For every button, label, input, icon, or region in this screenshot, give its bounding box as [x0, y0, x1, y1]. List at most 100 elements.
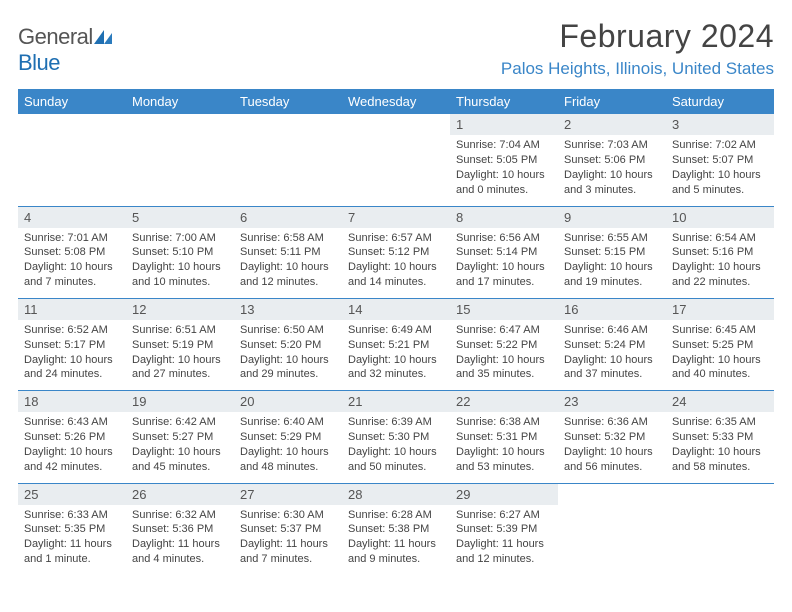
calendar-cell: 13Sunrise: 6:50 AMSunset: 5:20 PMDayligh…: [234, 298, 342, 390]
calendar-cell: 2 Sunrise: 7:03 AMSunset: 5:06 PMDaylight…: [558, 114, 666, 206]
day-details: Sunrise: 6:36 AMSunset: 5:32 PMDaylight:…: [564, 415, 660, 474]
day-number: 3: [666, 114, 774, 135]
brand-part2: Blue: [18, 50, 60, 75]
day-number: 1: [450, 114, 558, 135]
calendar-row: 4Sunrise: 7:01 AMSunset: 5:08 PMDaylight…: [18, 206, 774, 298]
calendar-cell: 28 Sunrise: 6:28 AMSunset: 5:38 PMDayligh…: [342, 483, 450, 575]
day-details: Sunrise: 6:54 AMSunset: 5:16 PMDaylight:…: [672, 231, 768, 290]
calendar-cell: 27 Sunrise: 6:30 AMSunset: 5:37 PMDayligh…: [234, 483, 342, 575]
day-details: Sunrise: 6:35 AMSunset: 5:33 PMDaylight:…: [672, 415, 768, 474]
day-number: 14: [342, 299, 450, 320]
calendar-cell: 4Sunrise: 7:01 AMSunset: 5:08 PMDaylight…: [18, 206, 126, 298]
day-number: 17: [666, 299, 774, 320]
day-number: 18: [18, 391, 126, 412]
calendar-cell-empty: [666, 483, 774, 575]
day-details: Sunrise: 6:46 AMSunset: 5:24 PMDaylight:…: [564, 323, 660, 382]
calendar-cell: 6 Sunrise: 6:58 AMSunset: 5:11 PMDaylight…: [234, 206, 342, 298]
calendar-cell: 15 Sunrise: 6:47 AMSunset: 5:22 PMDayligh…: [450, 298, 558, 390]
calendar-cell: 14 Sunrise: 6:49 AMSunset: 5:21 PMDayligh…: [342, 298, 450, 390]
day-number: 27: [234, 484, 342, 505]
day-number: 13: [234, 299, 342, 320]
day-number: 21: [342, 391, 450, 412]
day-number: 6: [234, 207, 342, 228]
calendar-cell: 16Sunrise: 6:46 AMSunset: 5:24 PMDayligh…: [558, 298, 666, 390]
calendar-cell-empty: [558, 483, 666, 575]
day-details: Sunrise: 6:38 AMSunset: 5:31 PMDaylight:…: [456, 415, 552, 474]
day-number: 24: [666, 391, 774, 412]
title-block: February 2024 Palos Heights, Illinois, U…: [501, 18, 774, 79]
calendar-cell: 24 Sunrise: 6:35 AMSunset: 5:33 PMDayligh…: [666, 391, 774, 483]
brand-part1: General: [18, 24, 93, 49]
day-details: Sunrise: 6:43 AMSunset: 5:26 PMDaylight:…: [24, 415, 120, 474]
calendar-cell: 3 Sunrise: 7:02 AMSunset: 5:07 PMDaylight…: [666, 114, 774, 206]
day-number: 25: [18, 484, 126, 505]
calendar-cell: 9 Sunrise: 6:55 AMSunset: 5:15 PMDaylight…: [558, 206, 666, 298]
calendar-row: 1Sunrise: 7:04 AMSunset: 5:05 PMDaylight…: [18, 114, 774, 206]
logo-icon: [94, 24, 112, 50]
calendar-cell: 25 Sunrise: 6:33 AMSunset: 5:35 PMDayligh…: [18, 483, 126, 575]
day-number: 5: [126, 207, 234, 228]
day-number: 12: [126, 299, 234, 320]
calendar-head: SundayMondayTuesdayWednesdayThursdayFrid…: [18, 89, 774, 114]
day-number: 7: [342, 207, 450, 228]
calendar-row: 11Sunrise: 6:52 AMSunset: 5:17 PMDayligh…: [18, 298, 774, 390]
calendar-cell: 26 Sunrise: 6:32 AMSunset: 5:36 PMDayligh…: [126, 483, 234, 575]
calendar-cell: 22 Sunrise: 6:38 AMSunset: 5:31 PMDayligh…: [450, 391, 558, 483]
calendar-cell: 7 Sunrise: 6:57 AMSunset: 5:12 PMDaylight…: [342, 206, 450, 298]
day-details: Sunrise: 6:39 AMSunset: 5:30 PMDaylight:…: [348, 415, 444, 474]
header: GeneralBlue February 2024 Palos Heights,…: [18, 18, 774, 79]
day-number: 9: [558, 207, 666, 228]
day-details: Sunrise: 6:56 AMSunset: 5:14 PMDaylight:…: [456, 231, 552, 290]
brand-text: GeneralBlue: [18, 24, 112, 76]
day-details: Sunrise: 6:45 AMSunset: 5:25 PMDaylight:…: [672, 323, 768, 382]
calendar-cell: 10 Sunrise: 6:54 AMSunset: 5:16 PMDayligh…: [666, 206, 774, 298]
calendar-cell: 18 Sunrise: 6:43 AMSunset: 5:26 PMDayligh…: [18, 391, 126, 483]
day-number: 26: [126, 484, 234, 505]
day-number: 23: [558, 391, 666, 412]
day-details: Sunrise: 6:28 AMSunset: 5:38 PMDaylight:…: [348, 508, 444, 567]
day-header: Tuesday: [234, 89, 342, 114]
day-details: Sunrise: 6:57 AMSunset: 5:12 PMDaylight:…: [348, 231, 444, 290]
calendar-table: SundayMondayTuesdayWednesdayThursdayFrid…: [18, 89, 774, 575]
calendar-cell: 19Sunrise: 6:42 AMSunset: 5:27 PMDayligh…: [126, 391, 234, 483]
day-details: Sunrise: 6:47 AMSunset: 5:22 PMDaylight:…: [456, 323, 552, 382]
day-number: 10: [666, 207, 774, 228]
calendar-cell: 21 Sunrise: 6:39 AMSunset: 5:30 PMDayligh…: [342, 391, 450, 483]
day-number: 2: [558, 114, 666, 135]
day-number: 20: [234, 391, 342, 412]
location-text: Palos Heights, Illinois, United States: [501, 59, 774, 79]
day-details: Sunrise: 6:49 AMSunset: 5:21 PMDaylight:…: [348, 323, 444, 382]
day-details: Sunrise: 7:02 AMSunset: 5:07 PMDaylight:…: [672, 138, 768, 197]
day-details: Sunrise: 7:03 AMSunset: 5:06 PMDaylight:…: [564, 138, 660, 197]
day-details: Sunrise: 6:30 AMSunset: 5:37 PMDaylight:…: [240, 508, 336, 567]
day-details: Sunrise: 6:27 AMSunset: 5:39 PMDaylight:…: [456, 508, 552, 567]
day-header: Sunday: [18, 89, 126, 114]
day-number: 28: [342, 484, 450, 505]
brand-logo: GeneralBlue: [18, 18, 112, 76]
calendar-cell: 29Sunrise: 6:27 AMSunset: 5:39 PMDayligh…: [450, 483, 558, 575]
day-number: 15: [450, 299, 558, 320]
day-details: Sunrise: 6:51 AMSunset: 5:19 PMDaylight:…: [132, 323, 228, 382]
day-number: 22: [450, 391, 558, 412]
day-details: Sunrise: 6:32 AMSunset: 5:36 PMDaylight:…: [132, 508, 228, 567]
day-header: Monday: [126, 89, 234, 114]
day-number: 4: [18, 207, 126, 228]
calendar-body: 1Sunrise: 7:04 AMSunset: 5:05 PMDaylight…: [18, 114, 774, 575]
day-header: Thursday: [450, 89, 558, 114]
calendar-cell: 11Sunrise: 6:52 AMSunset: 5:17 PMDayligh…: [18, 298, 126, 390]
day-header: Saturday: [666, 89, 774, 114]
calendar-cell-empty: [126, 114, 234, 206]
calendar-cell: 12 Sunrise: 6:51 AMSunset: 5:19 PMDayligh…: [126, 298, 234, 390]
day-details: Sunrise: 6:33 AMSunset: 5:35 PMDaylight:…: [24, 508, 120, 567]
day-header: Friday: [558, 89, 666, 114]
calendar-cell-empty: [18, 114, 126, 206]
day-number: 8: [450, 207, 558, 228]
day-details: Sunrise: 7:00 AMSunset: 5:10 PMDaylight:…: [132, 231, 228, 290]
day-header: Wednesday: [342, 89, 450, 114]
day-details: Sunrise: 6:42 AMSunset: 5:27 PMDaylight:…: [132, 415, 228, 474]
day-details: Sunrise: 6:55 AMSunset: 5:15 PMDaylight:…: [564, 231, 660, 290]
calendar-cell-empty: [342, 114, 450, 206]
month-title: February 2024: [501, 18, 774, 55]
day-details: Sunrise: 6:58 AMSunset: 5:11 PMDaylight:…: [240, 231, 336, 290]
calendar-cell: 8 Sunrise: 6:56 AMSunset: 5:14 PMDaylight…: [450, 206, 558, 298]
